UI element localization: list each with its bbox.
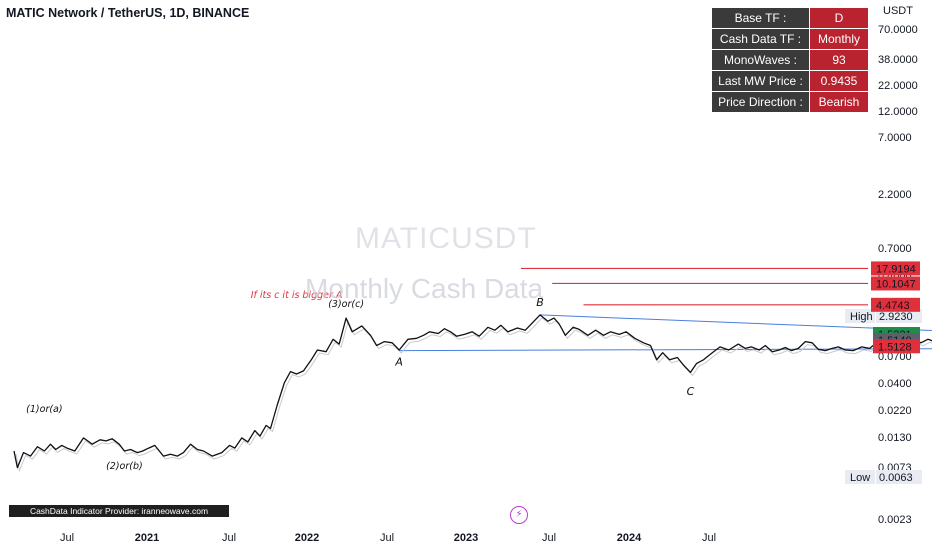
wave-label: A — [394, 356, 403, 369]
price-line-shadow — [15, 317, 932, 473]
y-tick-label: 7.0000 — [878, 132, 912, 144]
badge-label: Low — [850, 472, 870, 484]
y-tick-label: 2.2000 — [878, 189, 912, 201]
badge-label: High — [850, 311, 873, 323]
x-tick-label: Jul — [702, 532, 716, 544]
level-price-badge: 17.9194 — [871, 261, 920, 276]
x-tick-label: Jul — [380, 532, 394, 544]
badge-label-bg — [845, 470, 875, 484]
badge-price-bg — [871, 261, 920, 276]
badge-price-bg — [871, 297, 920, 312]
badge-price: 0.0063 — [879, 472, 913, 484]
info-row-monowaves: MonoWaves : 93 — [712, 50, 868, 70]
x-tick-label: 2021 — [135, 532, 159, 544]
y-tick-label: 0.0400 — [878, 378, 912, 390]
level-price-badge: 10.1047 — [871, 276, 920, 291]
badge-price: 17.9194 — [876, 263, 916, 275]
badge-price-bg — [871, 276, 920, 291]
info-value: 0.9435 — [810, 71, 868, 91]
wave-label: (1)or(a) — [26, 404, 62, 415]
price-line — [13, 314, 932, 469]
info-row-last-mw-price: Last MW Price : 0.9435 — [712, 71, 868, 91]
x-tick-label: 2022 — [295, 532, 319, 544]
info-value: Bearish — [810, 92, 868, 112]
x-tick-label: Jul — [60, 532, 74, 544]
y-tick-label: 0.0023 — [878, 514, 912, 526]
x-tick-label: 2023 — [454, 532, 478, 544]
y-tick-label: 0.0130 — [878, 432, 912, 444]
info-key: Last MW Price : — [712, 71, 809, 91]
wave-label: C — [687, 385, 695, 398]
badge-price: 1.5128 — [878, 341, 912, 353]
info-key: Cash Data TF : — [712, 29, 809, 49]
y-tick-label: 0.7000 — [878, 243, 912, 255]
badge-price-bg — [876, 470, 922, 484]
info-row-base-tf: Base TF : D — [712, 8, 868, 28]
price-badge: 1.5128 — [873, 339, 920, 354]
badge-price-bg — [873, 339, 920, 354]
y-tick-label: 0.0220 — [878, 405, 912, 417]
x-tick-label: Jul — [222, 532, 236, 544]
provider-footer: CashData Indicator Provider: iranneowave… — [9, 505, 229, 517]
info-row-price-direction: Price Direction : Bearish — [712, 92, 868, 112]
chart-title: MATIC Network / TetherUS, 1D, BINANCE — [6, 6, 250, 20]
badge-price: 4.4743 — [876, 300, 910, 312]
y-tick-label: 38.0000 — [878, 54, 918, 66]
info-row-cash-data-tf: Cash Data TF : Monthly — [712, 29, 868, 49]
info-key: MonoWaves : — [712, 50, 809, 70]
y-axis-unit: USDT — [883, 5, 913, 17]
y-tick-label: 0.0700 — [878, 351, 912, 363]
wave-label: (2)or(b) — [106, 461, 143, 472]
x-tick-label: Jul — [542, 532, 556, 544]
badge-price: 10.1047 — [876, 278, 916, 290]
info-key: Base TF : — [712, 8, 809, 28]
level-price-badge: 4.4743 — [871, 297, 920, 312]
info-value: D — [810, 8, 868, 28]
wave-label: B — [536, 296, 544, 309]
info-key: Price Direction : — [712, 92, 809, 112]
info-value: Monthly — [810, 29, 868, 49]
price-badge: Low 0.0063 — [845, 470, 922, 484]
caption-watermark: Monthly Cash Data — [305, 273, 544, 304]
y-tick-label: 70.0000 — [878, 24, 918, 36]
badge-price: 2.9230 — [879, 311, 913, 323]
x-tick-label: 2024 — [617, 532, 642, 544]
price-badge: High 2.9230 — [845, 308, 922, 323]
info-value: 93 — [810, 50, 868, 70]
symbol-watermark: MATICUSDT — [355, 222, 537, 255]
note-label: If its c it is bigger A — [251, 290, 343, 301]
badge-price-bg — [876, 308, 922, 323]
y-tick-label: 22.0000 — [878, 80, 918, 92]
tradingview-logo-icon[interactable]: ⚡ — [510, 506, 528, 524]
wave-label: (3)or(c) — [328, 299, 364, 310]
trend-line — [399, 348, 932, 352]
y-tick-label: 12.0000 — [878, 106, 918, 118]
cash-data-info-table: Base TF : D Cash Data TF : Monthly MonoW… — [711, 7, 869, 113]
badge-label-bg — [845, 308, 875, 323]
